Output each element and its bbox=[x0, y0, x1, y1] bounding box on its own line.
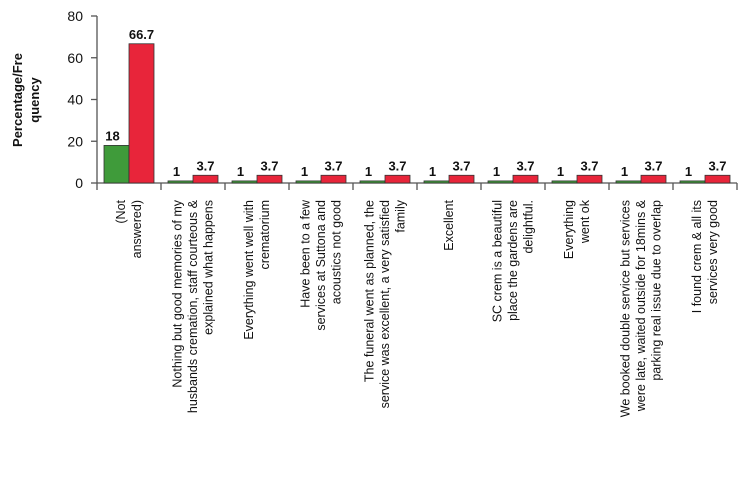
y-tick-label: 60 bbox=[67, 50, 83, 66]
data-label: 1 bbox=[173, 164, 180, 179]
bar-series-1 bbox=[423, 180, 450, 184]
bar-series-2 bbox=[128, 43, 155, 184]
bar-series-2 bbox=[640, 174, 667, 184]
bar-series-1 bbox=[679, 180, 706, 184]
category-label: I found crem & all its services very good bbox=[690, 200, 720, 313]
data-label: 66.7 bbox=[129, 27, 154, 42]
bar-series-2 bbox=[192, 174, 219, 184]
bar-series-1 bbox=[615, 180, 642, 184]
bar-series-1 bbox=[551, 180, 578, 184]
data-label: 3.7 bbox=[708, 158, 726, 173]
category-label: SC crem is a beautiful place the gardens … bbox=[491, 200, 536, 322]
bar-series-1 bbox=[295, 180, 322, 184]
bar-series-2 bbox=[704, 174, 731, 184]
bar-series-2 bbox=[384, 174, 411, 184]
category-labels: (Not answered) Nothing but good memories o… bbox=[114, 199, 720, 417]
category-label: Everything went ok bbox=[562, 199, 592, 259]
category-label: (Not answered) bbox=[114, 199, 144, 258]
data-label: 18 bbox=[105, 128, 119, 143]
bar-series-1 bbox=[103, 145, 130, 184]
y-axis: 0 20 40 60 80 bbox=[67, 8, 98, 191]
data-label: 1 bbox=[237, 164, 244, 179]
data-label: 1 bbox=[557, 164, 564, 179]
x-axis bbox=[96, 182, 738, 190]
category-label: Have been to a few services at Suttona an… bbox=[299, 199, 344, 331]
data-label: 1 bbox=[621, 164, 628, 179]
data-label: 3.7 bbox=[452, 158, 470, 173]
category-label: Everything went well with crematorium bbox=[242, 200, 272, 340]
data-label: 3.7 bbox=[388, 158, 406, 173]
bar-series-1 bbox=[167, 180, 194, 184]
data-label: 1 bbox=[429, 164, 436, 179]
bar-series-1 bbox=[487, 180, 514, 184]
bar-series-2 bbox=[576, 174, 603, 184]
bars bbox=[103, 43, 731, 184]
data-label: 1 bbox=[301, 164, 308, 179]
data-label: 3.7 bbox=[324, 158, 342, 173]
data-label: 1 bbox=[685, 164, 692, 179]
category-label: The funeral went as planned, the service … bbox=[363, 199, 408, 408]
y-axis-title: Percentage/Fre quency bbox=[10, 53, 42, 147]
y-tick-label: 40 bbox=[67, 92, 83, 108]
data-label: 3.7 bbox=[516, 158, 534, 173]
bar-series-2 bbox=[256, 174, 283, 184]
y-tick-label: 80 bbox=[67, 8, 83, 24]
data-label: 1 bbox=[493, 164, 500, 179]
y-tick-label: 20 bbox=[67, 133, 83, 149]
bar-series-2 bbox=[448, 174, 475, 184]
category-label: Nothing but good memories of my husbands … bbox=[171, 199, 216, 413]
data-label: 1 bbox=[365, 164, 372, 179]
category-label: We booked double service but services wer… bbox=[619, 199, 664, 417]
data-label: 3.7 bbox=[260, 158, 278, 173]
data-label: 3.7 bbox=[196, 158, 214, 173]
bar-series-1 bbox=[231, 180, 258, 184]
category-label: Excellent bbox=[442, 199, 456, 250]
bar-series-2 bbox=[512, 174, 539, 184]
y-axis-label: Percentage/Fre quency bbox=[10, 53, 42, 147]
data-label: 3.7 bbox=[644, 158, 662, 173]
bar-series-2 bbox=[320, 174, 347, 184]
data-label: 3.7 bbox=[580, 158, 598, 173]
data-labels: 18 66.7 1 3.7 1 3.7 1 3.7 1 3.7 1 3.7 1 3.7 1 3.7 1 3.7 1 3… bbox=[105, 27, 726, 179]
bar-series-1 bbox=[359, 180, 386, 184]
y-tick-label: 0 bbox=[75, 175, 83, 191]
